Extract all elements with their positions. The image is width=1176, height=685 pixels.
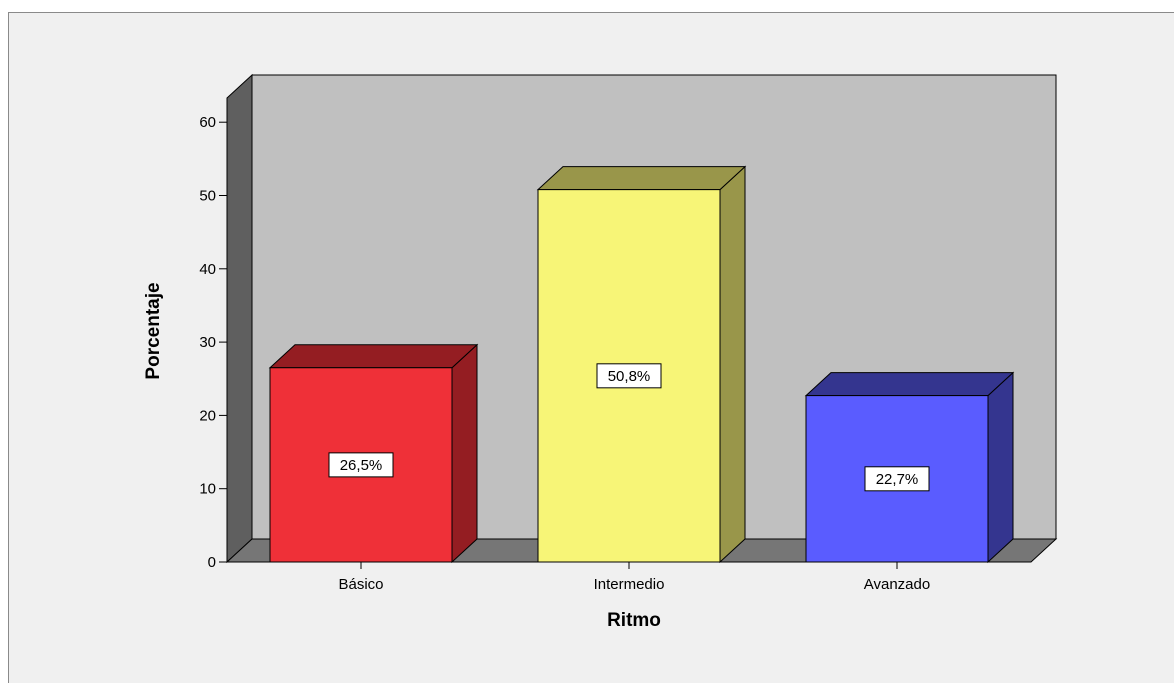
data-label-text: 26,5% bbox=[340, 457, 383, 474]
bar-top bbox=[268, 344, 479, 369]
y-tick-label: 40 bbox=[199, 261, 216, 278]
chart-frame: 0 10 20 30 40 50 60 26,5% 50,8% 22,7% Básico Inte… bbox=[8, 12, 1174, 683]
data-label-box bbox=[596, 363, 662, 389]
data-label-box bbox=[864, 466, 930, 492]
y-tick-label: 50 bbox=[199, 188, 216, 205]
bars: 26,5% 50,8% 22,7% bbox=[268, 165, 1015, 564]
bar-top bbox=[804, 372, 1015, 397]
side-wall bbox=[226, 73, 253, 564]
data-label: 22,7% bbox=[864, 466, 930, 492]
bar-chart: 0 10 20 30 40 50 60 26,5% 50,8% 22,7% Básico Inte… bbox=[143, 73, 1058, 631]
y-axis-title: Porcentaje bbox=[143, 282, 164, 379]
x-axis-categories: Básico Intermedio Avanzado bbox=[338, 562, 930, 593]
bar-3: 22,7% bbox=[804, 371, 1015, 564]
bar-top bbox=[536, 166, 747, 191]
data-label-text: 50,8% bbox=[608, 368, 651, 385]
bar-side bbox=[987, 371, 1014, 564]
y-tick-label: 0 bbox=[208, 554, 216, 571]
y-axis-ticks: 0 10 20 30 40 50 60 bbox=[199, 114, 228, 571]
data-label-text: 22,7% bbox=[876, 471, 919, 488]
bar-2: 50,8% bbox=[536, 165, 747, 564]
data-label-box bbox=[328, 452, 394, 478]
x-category-label: Intermedio bbox=[594, 576, 665, 593]
y-tick-label: 10 bbox=[199, 481, 216, 498]
x-axis-title: Ritmo bbox=[607, 610, 661, 631]
data-label: 26,5% bbox=[328, 452, 394, 478]
y-tick-label: 30 bbox=[199, 334, 216, 351]
data-label: 50,8% bbox=[596, 363, 662, 389]
bar-1: 26,5% bbox=[268, 343, 479, 564]
bar-side bbox=[719, 165, 746, 564]
y-tick-label: 60 bbox=[199, 114, 216, 131]
y-tick-label: 20 bbox=[199, 407, 216, 424]
x-category-label: Avanzado bbox=[864, 576, 930, 593]
x-category-label: Básico bbox=[338, 576, 383, 593]
bar-side bbox=[451, 343, 478, 564]
